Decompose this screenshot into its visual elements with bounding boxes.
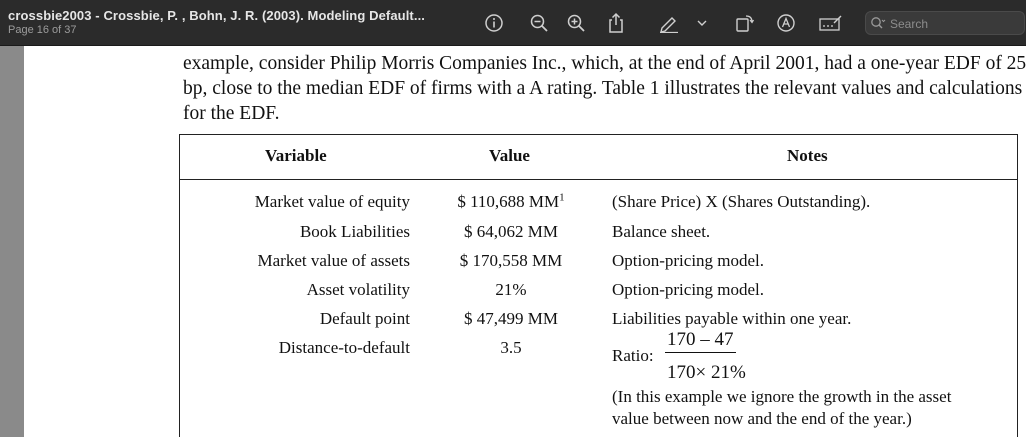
rotate-icon[interactable] xyxy=(733,12,755,34)
search-icon xyxy=(870,16,886,35)
row-value: 3.5 xyxy=(500,338,522,357)
row-variable: Book Liabilities xyxy=(299,222,410,241)
document-page: example, consider Philip Morris Companie… xyxy=(24,46,1026,437)
header-divider xyxy=(180,179,1017,180)
header-variable: Variable xyxy=(265,146,327,165)
row-variable: Market value of assets xyxy=(257,251,410,270)
info-icon[interactable] xyxy=(483,12,505,34)
markup-pen-icon[interactable] xyxy=(658,12,680,34)
ratio-label: Ratio: xyxy=(612,346,654,365)
row-note: Option-pricing model. xyxy=(612,251,765,270)
footnote-marker[interactable]: 1 xyxy=(559,191,565,204)
form-fill-icon[interactable] xyxy=(818,12,844,34)
sidebar-strip xyxy=(0,46,24,437)
row-value: $ 47,499 MM xyxy=(464,309,558,328)
search-box[interactable] xyxy=(865,11,1025,35)
row-variable: Default point xyxy=(319,309,410,328)
row-value: 21% xyxy=(495,280,527,299)
row-note: Liabilities payable within one year. xyxy=(612,309,852,328)
share-icon[interactable] xyxy=(605,12,627,34)
row-value: $ 64,062 MM xyxy=(464,222,558,241)
row-variable: Market value of equity xyxy=(254,192,410,211)
ratio-numerator: 170 – 47 xyxy=(665,328,736,353)
edf-table: Variable Value Notes Market value of equ… xyxy=(179,134,1018,437)
row-variable: Asset volatility xyxy=(306,280,410,299)
row-variable: Distance-to-default xyxy=(278,338,410,357)
zoom-out-icon[interactable] xyxy=(528,12,550,34)
zoom-in-icon[interactable] xyxy=(565,12,587,34)
ratio-denominator: 170× 21% xyxy=(667,362,746,383)
header-value: Value xyxy=(489,146,530,165)
chevron-down-icon[interactable] xyxy=(694,12,710,34)
row-note: Option-pricing model. xyxy=(612,280,765,299)
search-input[interactable] xyxy=(888,14,1022,34)
row-value: $ 110,688 MM1 xyxy=(441,192,581,212)
toolbar: crossbie2003 - Crossbie, P. , Bohn, J. R… xyxy=(0,0,1026,46)
row-note: (Share Price) X (Shares Outstanding). xyxy=(612,192,871,211)
annotate-circle-icon[interactable] xyxy=(775,12,797,34)
body-paragraph: example, consider Philip Morris Companie… xyxy=(183,53,1026,124)
header-notes: Notes xyxy=(787,146,828,165)
note-line: value between now and the end of the yea… xyxy=(612,409,912,428)
note-line: (In this example we ignore the growth in… xyxy=(612,387,952,406)
document-title: crossbie2003 - Crossbie, P. , Bohn, J. R… xyxy=(8,8,425,23)
value-text: $ 110,688 MM xyxy=(457,192,560,211)
row-value: $ 170,558 MM xyxy=(459,251,563,270)
row-note: Balance sheet. xyxy=(612,222,711,241)
page-indicator: Page 16 of 37 xyxy=(8,24,77,36)
